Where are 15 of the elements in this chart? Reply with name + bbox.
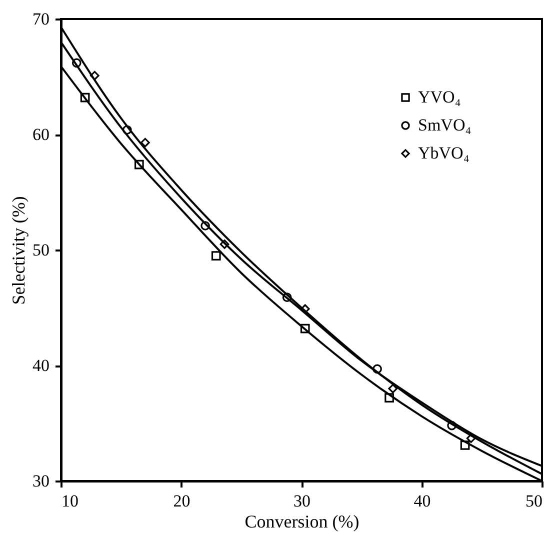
y-tick-label: 70: [32, 10, 50, 28]
y-tick-label: 30: [32, 472, 50, 490]
y-axis-title: Selectivity (%): [8, 196, 28, 305]
x-tick-label: 40: [414, 492, 431, 510]
x-tick-label: 10: [62, 492, 78, 510]
y-tick-label: 60: [32, 125, 50, 144]
x-tick-label: 20: [173, 492, 190, 510]
y-tick-label: 50: [32, 240, 50, 260]
x-tick-label: 30: [294, 492, 310, 510]
legend-label: YbVO₄: [418, 144, 470, 162]
y-tick-label: 40: [32, 356, 50, 375]
x-tick-label: 50: [526, 492, 542, 510]
legend-label: SmVO₄: [418, 116, 472, 134]
legend-label: YVO₄: [418, 88, 461, 106]
x-axis-title: Conversion (%): [244, 512, 360, 532]
